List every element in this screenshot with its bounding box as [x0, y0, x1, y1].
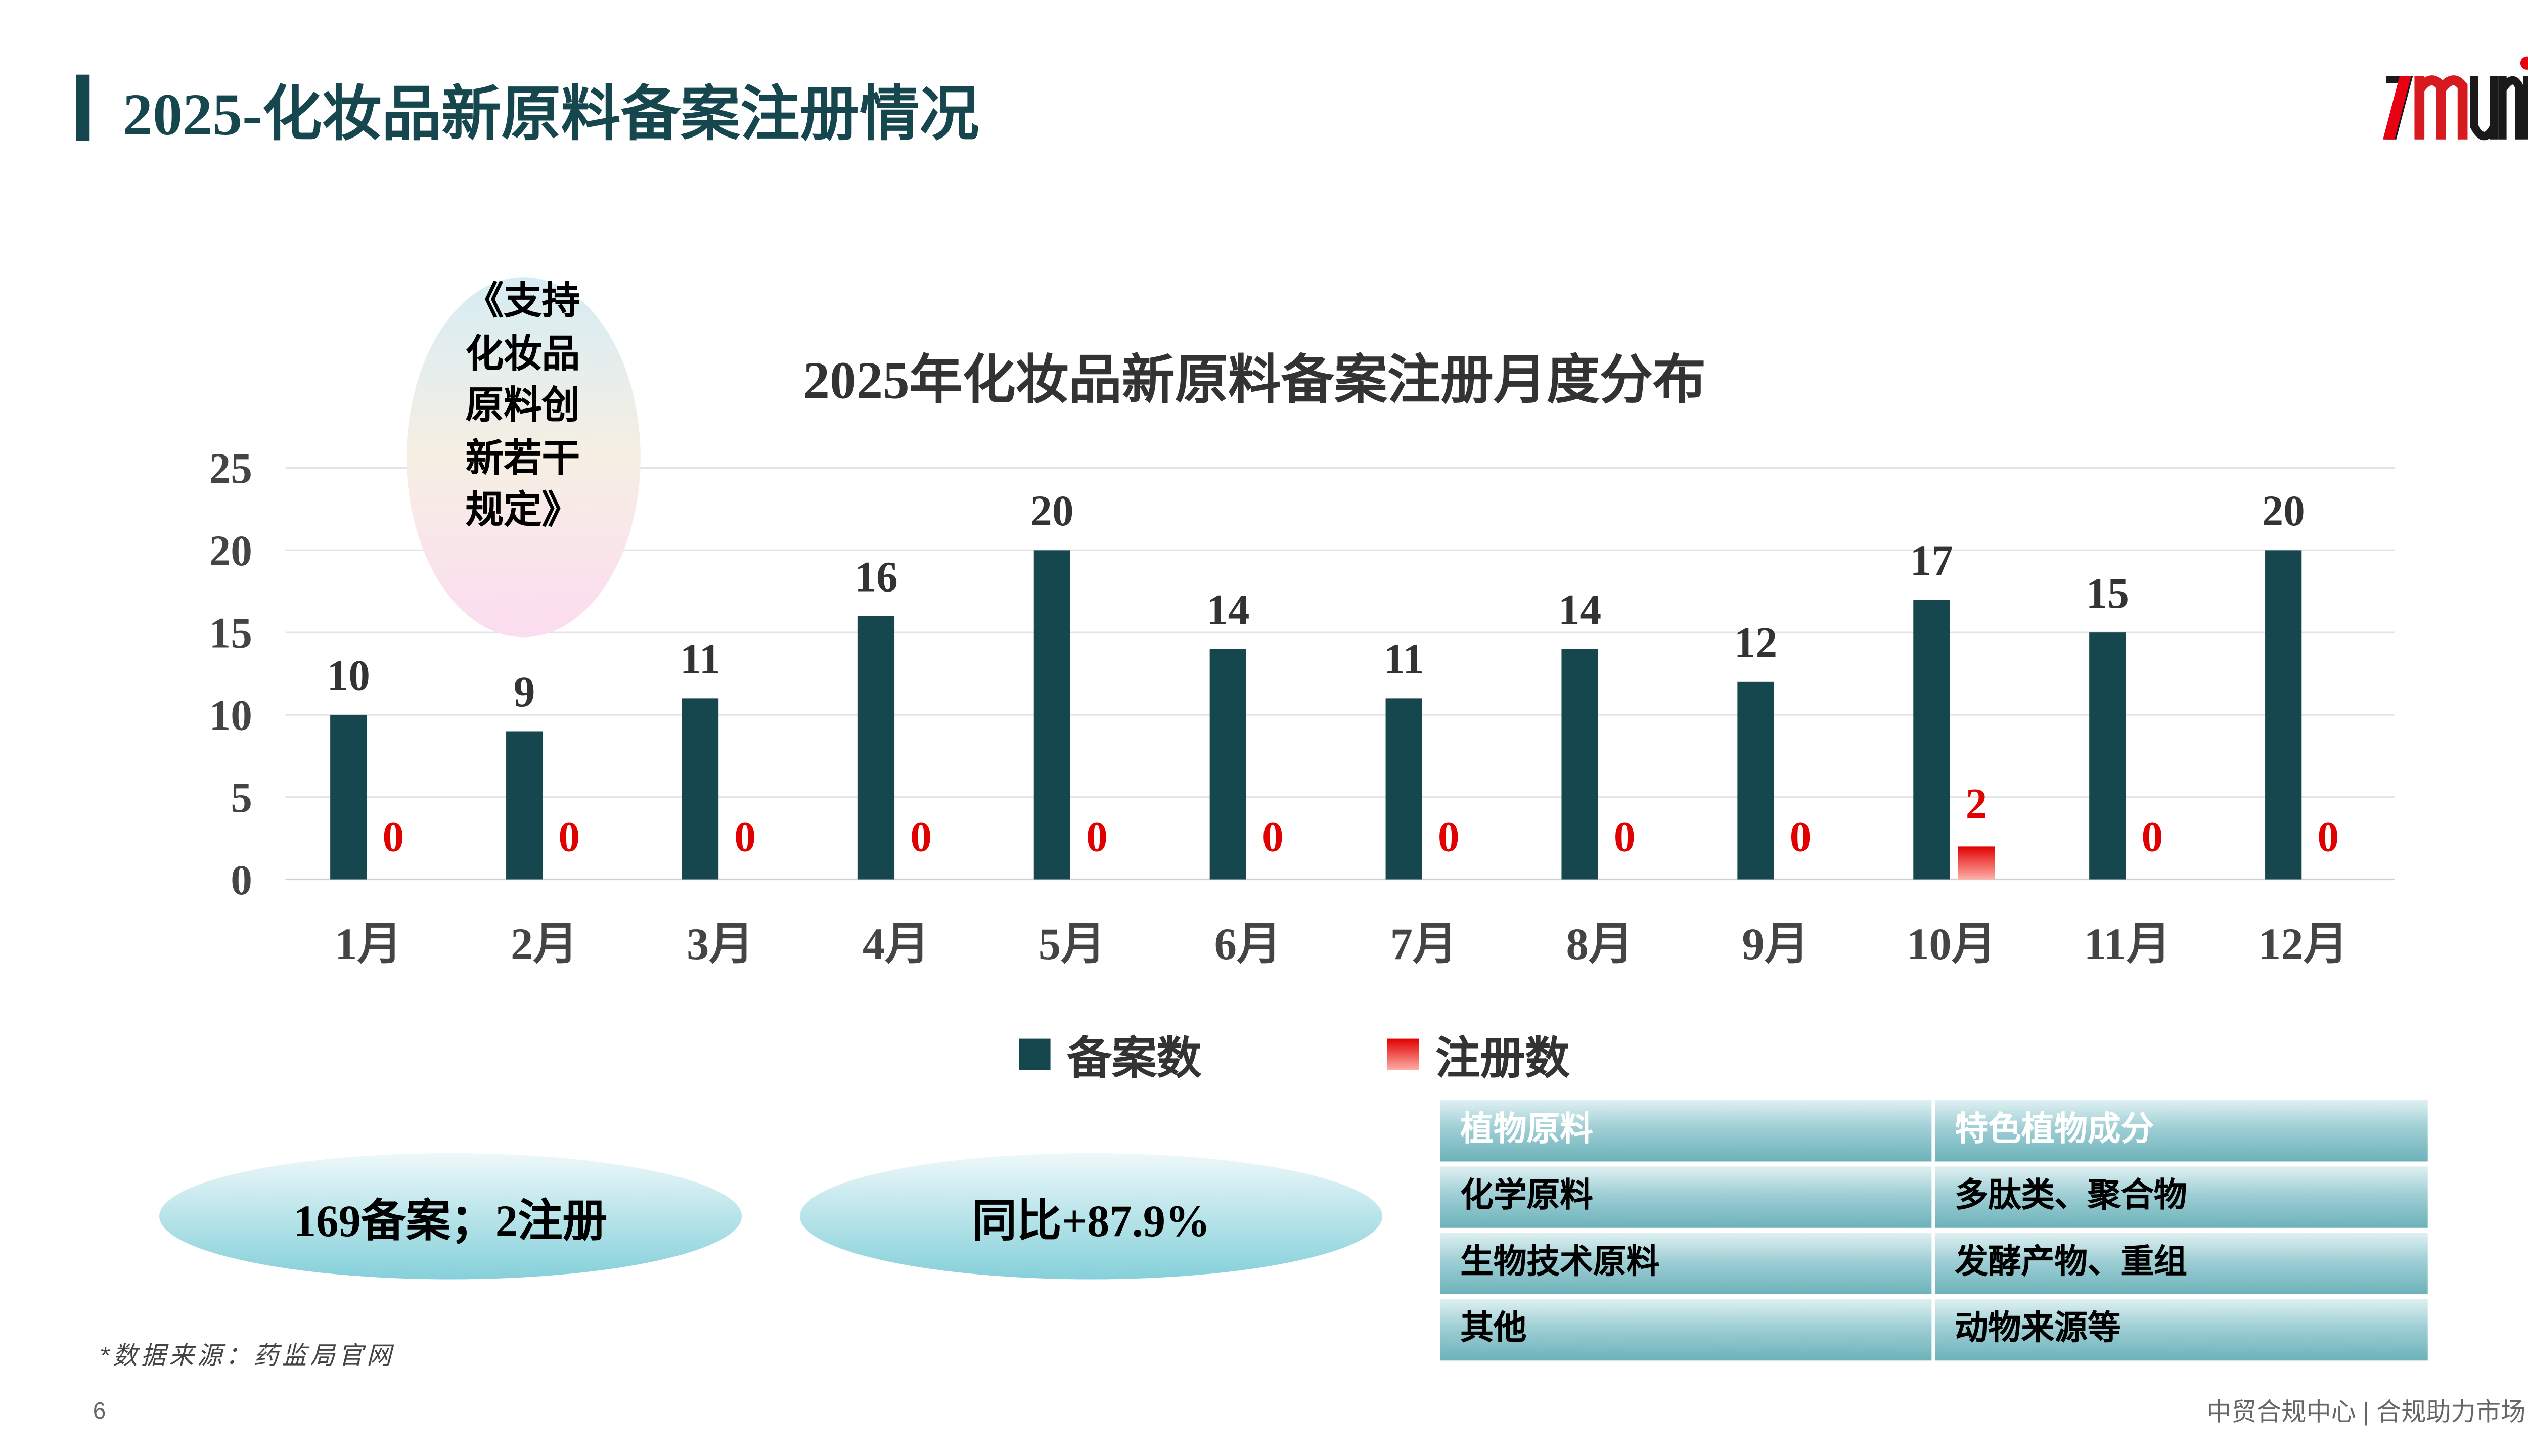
data-label-registration: 2	[1966, 781, 1988, 828]
data-label-filing: 16	[854, 553, 897, 601]
x-tick-label: 10月	[1907, 920, 1996, 969]
page-title: 2025-化妆品新原料备案注册情况	[122, 81, 979, 148]
yoy-text: 同比+87.9%	[972, 1195, 1210, 1246]
data-label-filing: 14	[1558, 586, 1601, 633]
data-label-registration: 0	[1614, 813, 1636, 861]
data-label-registration: 0	[558, 813, 580, 861]
logo-n-shape	[2498, 76, 2523, 140]
legend-label-filing: 备案数	[1067, 1033, 1202, 1084]
bar-filing	[1737, 681, 1774, 880]
y-tick-label: 10	[209, 692, 252, 739]
logo-u-shape	[2470, 76, 2499, 141]
bar-filing	[330, 714, 367, 880]
bar-filing	[2265, 550, 2302, 880]
legend-filing: 备案数	[1019, 1022, 1201, 1087]
zmuni-logo	[2383, 56, 2528, 141]
legend-label-registration: 注册数	[1435, 1033, 1570, 1084]
bar-filing	[2089, 632, 2126, 880]
title-accent-bar	[76, 74, 90, 141]
x-tick-label: 5月	[1039, 920, 1106, 969]
x-tick-label: 11月	[2084, 920, 2171, 969]
totals-oval: 169备案；2注册	[159, 1153, 742, 1280]
footer-tagline: 中贸合规中心 | 合规助力市场	[2206, 1398, 2526, 1427]
chart-title: 2025年化妆品新原料备案注册月度分布	[803, 350, 1706, 410]
bar-filing	[682, 698, 719, 880]
data-label-registration: 0	[2142, 813, 2163, 861]
data-label-registration: 0	[910, 813, 932, 861]
bar-filing	[1209, 649, 1246, 880]
totals-text: 169备案；2注册	[293, 1195, 608, 1246]
data-label-registration: 0	[2317, 813, 2339, 861]
logo-dot	[2520, 56, 2528, 70]
bar-chart: 0 5 10 15 20 25 10 0 9 0 11 0 16 0 20 0 14 0 11 0 14 0 12 0 17 2 1…	[209, 445, 2395, 969]
yoy-oval: 同比+87.9%	[799, 1153, 1382, 1280]
x-tick-label: 6月	[1214, 920, 1282, 969]
data-source-note: *数据来源：药监局官网	[99, 1342, 395, 1371]
table-header-row: 植物原料 特色植物成分	[1440, 1100, 2428, 1162]
table-row: 化学原料 多肽类、聚合物	[1440, 1166, 2428, 1228]
policy-bubble	[407, 277, 641, 638]
table-cell: 化学原料	[1440, 1166, 1932, 1228]
logo-m-shape	[2414, 75, 2468, 140]
table-row: 其他 动物来源等	[1440, 1299, 2428, 1361]
table-cell: 生物技术原料	[1440, 1233, 1932, 1295]
x-tick-label: 3月	[687, 920, 754, 969]
y-tick-label: 20	[209, 527, 252, 575]
bar-filing	[1385, 698, 1422, 880]
table-cell: 动物来源等	[1934, 1299, 2428, 1361]
data-label-filing: 12	[1734, 619, 1777, 667]
data-label-filing: 10	[327, 652, 370, 700]
table-header-cell: 植物原料	[1440, 1100, 1932, 1162]
legend-swatch-registration	[1387, 1038, 1419, 1070]
logo-i-shape	[2523, 76, 2528, 140]
x-tick-label: 8月	[1566, 920, 1633, 969]
data-label-filing: 14	[1206, 586, 1249, 633]
data-label-registration: 0	[1790, 813, 1812, 861]
y-tick-label: 15	[209, 610, 252, 657]
data-label-filing: 11	[1383, 635, 1424, 683]
data-label-filing: 20	[2262, 487, 2305, 535]
data-label-registration: 0	[734, 813, 756, 861]
x-tick-label: 4月	[863, 920, 930, 969]
bar-filing	[1913, 600, 1950, 880]
data-label-registration: 0	[1262, 813, 1284, 861]
table-row: 生物技术原料 发酵产物、重组	[1440, 1233, 2428, 1295]
page-number: 6	[93, 1397, 106, 1424]
table-cell: 其他	[1440, 1299, 1932, 1361]
bar-filing	[506, 731, 543, 880]
bar-filing	[857, 616, 895, 880]
data-label-filing: 17	[1910, 537, 1953, 584]
bar-filing	[1561, 649, 1598, 880]
table-header-cell: 特色植物成分	[1934, 1100, 2428, 1162]
x-tick-label: 1月	[335, 920, 402, 969]
data-label-registration: 0	[1086, 813, 1108, 861]
legend-swatch-filing	[1019, 1038, 1051, 1070]
y-tick-label: 0	[231, 856, 252, 904]
legend-registration: 注册数	[1387, 1022, 1570, 1087]
bar-filing	[1033, 550, 1070, 880]
data-label-registration: 0	[383, 813, 404, 861]
data-label-filing: 9	[514, 668, 535, 716]
data-label-filing: 15	[2086, 570, 2129, 617]
data-label-filing: 11	[680, 635, 721, 683]
bar-registration	[1958, 846, 1995, 880]
data-label-registration: 0	[1438, 813, 1460, 861]
table-cell: 多肽类、聚合物	[1934, 1166, 2428, 1228]
x-tick-label: 9月	[1742, 920, 1809, 969]
y-tick-label: 25	[209, 445, 252, 492]
y-tick-label: 5	[231, 774, 252, 822]
logo-z-stroke	[2383, 76, 2411, 140]
x-tick-label: 12月	[2259, 920, 2348, 969]
table-cell: 发酵产物、重组	[1934, 1233, 2428, 1295]
x-tick-label: 2月	[511, 920, 578, 969]
category-table: 植物原料 特色植物成分 化学原料 多肽类、聚合物 生物技术原料 发酵产物、重组 …	[1440, 1100, 2428, 1366]
policy-bubble-text: 《支持化妆品原料创新若干规定》	[465, 279, 580, 531]
data-label-filing: 20	[1030, 487, 1073, 535]
x-tick-label: 7月	[1390, 920, 1458, 969]
